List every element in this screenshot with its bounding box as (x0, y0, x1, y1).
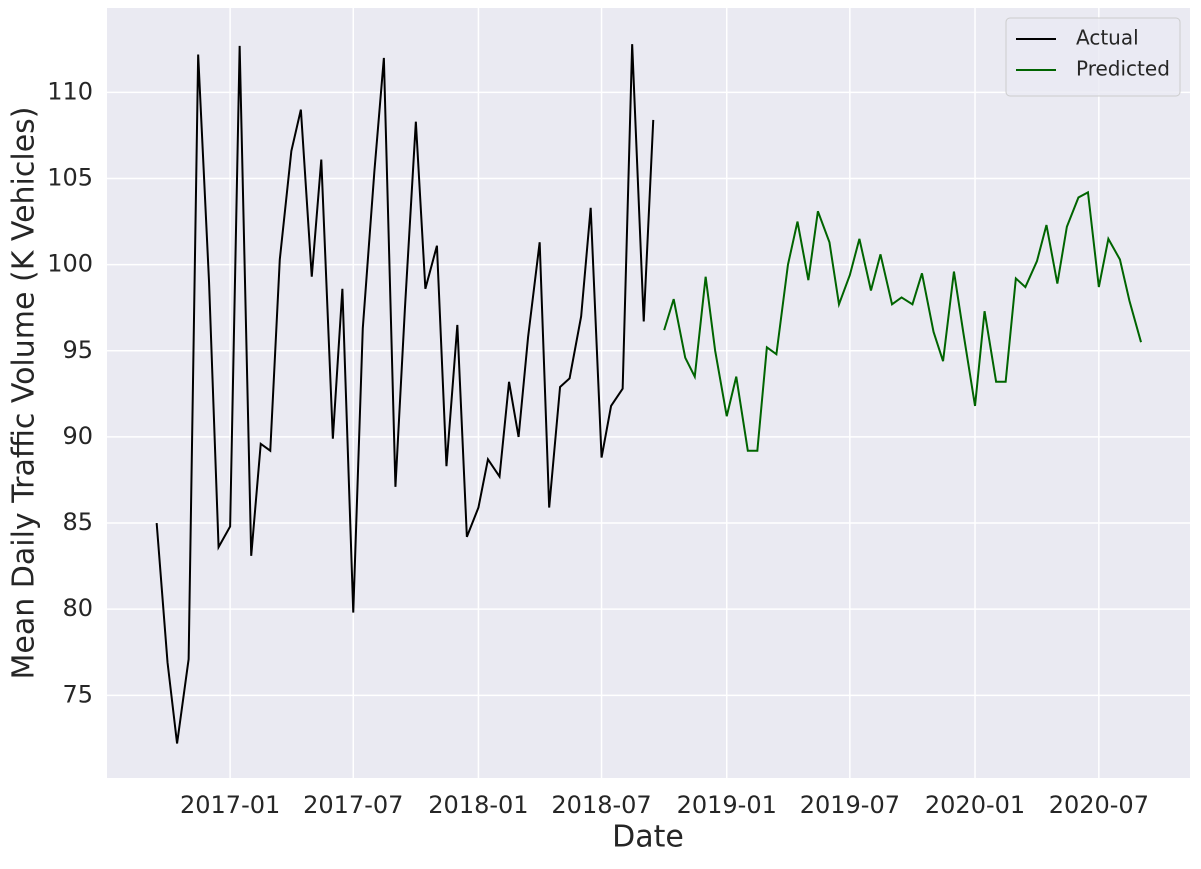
x-tick-label: 2018-01 (428, 791, 528, 819)
x-tick-label: 2020-07 (1049, 791, 1149, 819)
y-tick-label: 100 (47, 250, 93, 278)
legend-label: Predicted (1076, 57, 1170, 81)
legend-box (1005, 17, 1181, 97)
x-axis-label: Date (612, 820, 684, 855)
legend-label: Actual (1076, 26, 1139, 50)
y-axis-label: Mean Daily Traffic Volume (K Vehicles) (7, 106, 42, 679)
x-tick-label: 2017-07 (303, 791, 403, 819)
x-tick-label: 2019-01 (677, 791, 777, 819)
x-tick-label: 2018-07 (551, 791, 651, 819)
series-line (663, 190, 1142, 452)
series-line (155, 44, 655, 744)
plot-area (107, 8, 1190, 778)
x-tick-label: 2019-07 (800, 791, 900, 819)
y-tick-label: 80 (62, 594, 93, 622)
y-tick-label: 105 (47, 164, 93, 192)
y-tick-label: 110 (47, 77, 93, 105)
x-tick-label: 2017-01 (180, 791, 280, 819)
x-tick-label: 2020-01 (925, 791, 1025, 819)
y-tick-label: 90 (62, 422, 93, 450)
y-tick-label: 95 (62, 336, 93, 364)
y-tick-label: 75 (62, 680, 93, 708)
y-tick-label: 85 (62, 508, 93, 536)
